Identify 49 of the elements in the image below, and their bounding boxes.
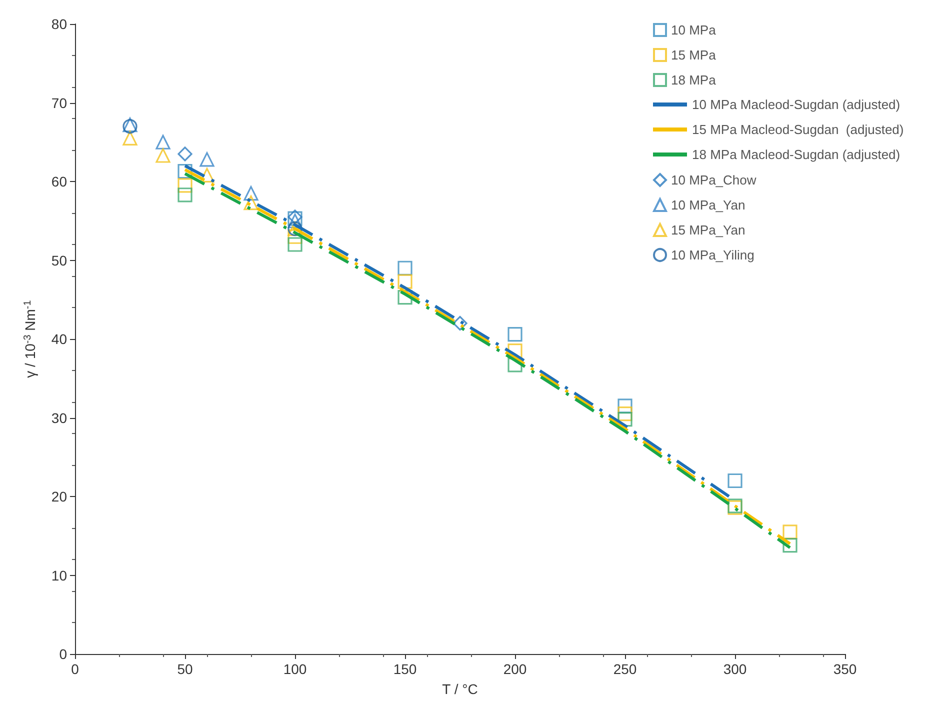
point xyxy=(452,316,468,331)
y-axis-title: γ / 10-3 Nm-1 xyxy=(22,300,38,378)
y-tick-label: 60 xyxy=(51,174,68,190)
y-tick-label: 10 xyxy=(51,567,68,584)
legend-label: 15 MPa xyxy=(671,48,717,62)
legend-label: 10 MPa Macleod-Sugdan (adjusted) xyxy=(692,97,900,112)
y-tick-label: 50 xyxy=(51,252,68,268)
y-tick-label: 80 xyxy=(51,16,68,32)
point xyxy=(178,188,192,202)
point xyxy=(398,274,412,289)
x-tick-label: 50 xyxy=(177,661,193,677)
point xyxy=(782,538,798,553)
point xyxy=(178,146,192,162)
legend-label: 15 MPa Macleod-Sugdan (adjusted) xyxy=(692,122,904,137)
point xyxy=(618,398,632,414)
legend-label: 18 MPa Macleod-Sugdan (adjusted) xyxy=(692,147,900,162)
x-tick-label: 150 xyxy=(393,661,417,677)
legend-label: 10 MPa_Yan xyxy=(671,198,746,212)
x-tick-label: 200 xyxy=(503,661,527,677)
y-tick-label: 20 xyxy=(51,488,68,504)
legend-label: 18 MPa xyxy=(671,72,717,88)
point xyxy=(178,164,192,179)
point xyxy=(244,186,258,201)
point xyxy=(398,290,412,305)
point xyxy=(508,326,522,342)
point xyxy=(122,130,138,146)
legend-label: 15 MPa_Yan xyxy=(671,222,746,238)
x-tick-label: 0 xyxy=(71,661,80,677)
y-tick-label: 30 xyxy=(51,410,68,426)
legend-label: 10 MPa xyxy=(671,22,717,38)
point xyxy=(200,168,214,182)
x-tick-label: 300 xyxy=(723,661,747,677)
y-tick-label: 40 xyxy=(51,331,68,347)
x-tick-label: 250 xyxy=(613,661,637,677)
point xyxy=(244,195,258,210)
point xyxy=(728,473,742,488)
point xyxy=(200,152,214,167)
x-tick-label: 350 xyxy=(833,661,857,677)
point xyxy=(156,148,170,163)
y-tick-label: 0 xyxy=(59,646,68,662)
point xyxy=(156,134,170,150)
point xyxy=(288,237,302,252)
legend-label: 10 MPa_Yiling xyxy=(671,248,754,262)
point xyxy=(178,178,192,193)
x-axis-title: T / °C xyxy=(442,681,478,697)
point xyxy=(782,524,798,540)
legend-label: 10 MPa_Chow xyxy=(671,172,757,188)
y-tick-label: 70 xyxy=(51,94,68,111)
x-tick-label: 100 xyxy=(283,661,307,677)
